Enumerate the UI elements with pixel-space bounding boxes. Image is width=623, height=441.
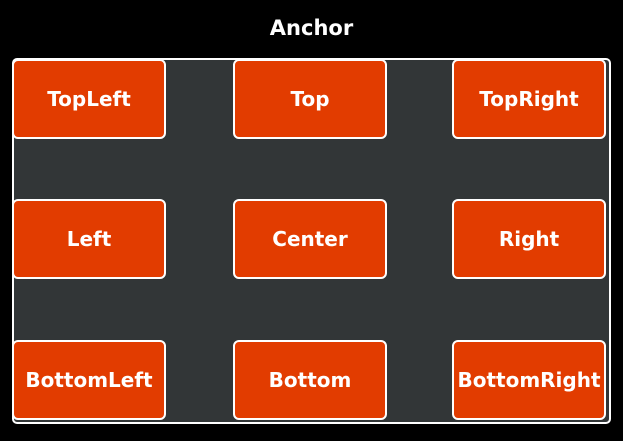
top-button[interactable]: Top <box>233 59 387 139</box>
top-right-button[interactable]: TopRight <box>452 59 606 139</box>
top-left-button[interactable]: TopLeft <box>12 59 166 139</box>
right-button[interactable]: Right <box>452 199 606 279</box>
bottom-right-button[interactable]: BottomRight <box>452 340 606 420</box>
bottom-left-button[interactable]: BottomLeft <box>12 340 166 420</box>
window-title: Anchor <box>269 16 354 40</box>
bottom-button[interactable]: Bottom <box>233 340 387 420</box>
left-button[interactable]: Left <box>12 199 166 279</box>
center-button[interactable]: Center <box>233 199 387 279</box>
